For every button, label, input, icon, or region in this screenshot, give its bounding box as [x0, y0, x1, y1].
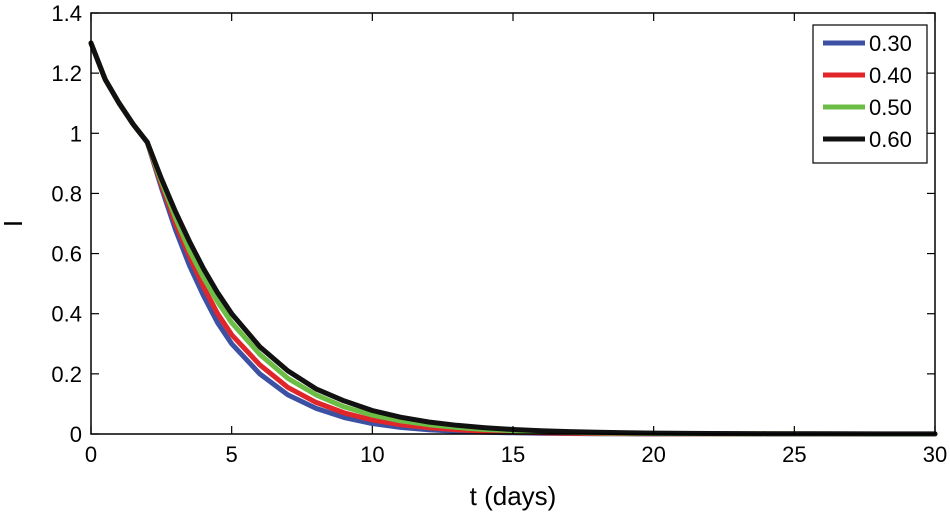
x-tick-label: 5 — [226, 442, 238, 467]
legend: 0.30 0.40 0.50 0.60 — [812, 24, 928, 164]
x-tick-label: 20 — [641, 442, 665, 467]
legend-label: 0.60 — [869, 127, 912, 152]
y-tick-label: 0.6 — [51, 242, 82, 267]
ticks-layer: 0 5 10 15 20 25 30 0 0.2 0.4 0.6 0.8 1 1.2 1.4 — [51, 1, 947, 467]
y-tick-label: 0.8 — [51, 181, 82, 206]
x-tick-label: 15 — [501, 442, 525, 467]
x-tick-label: 25 — [782, 442, 806, 467]
y-tick-label: 1 — [70, 121, 82, 146]
series-layer — [88, 40, 938, 437]
y-tick-label: 1.2 — [51, 61, 82, 86]
y-tick-label: 1.4 — [51, 1, 82, 26]
series-line-1 — [88, 40, 938, 437]
series-line-2 — [88, 40, 938, 437]
x-tick-label: 0 — [85, 442, 97, 467]
legend-label: 0.40 — [869, 63, 912, 88]
legend-label: 0.50 — [869, 95, 912, 120]
x-axis-label: t (days) — [470, 481, 557, 511]
series-line-3 — [88, 40, 938, 437]
legend-label: 0.30 — [869, 31, 912, 56]
y-tick-label: 0 — [70, 422, 82, 447]
x-tick-label: 10 — [360, 442, 384, 467]
y-axis-label: I — [0, 220, 28, 227]
y-tick-label: 0.2 — [51, 362, 82, 387]
y-tick-label: 0.4 — [51, 302, 82, 327]
series-line-0 — [88, 40, 938, 437]
plot-frame — [90, 12, 936, 435]
x-tick-label: 30 — [923, 442, 947, 467]
